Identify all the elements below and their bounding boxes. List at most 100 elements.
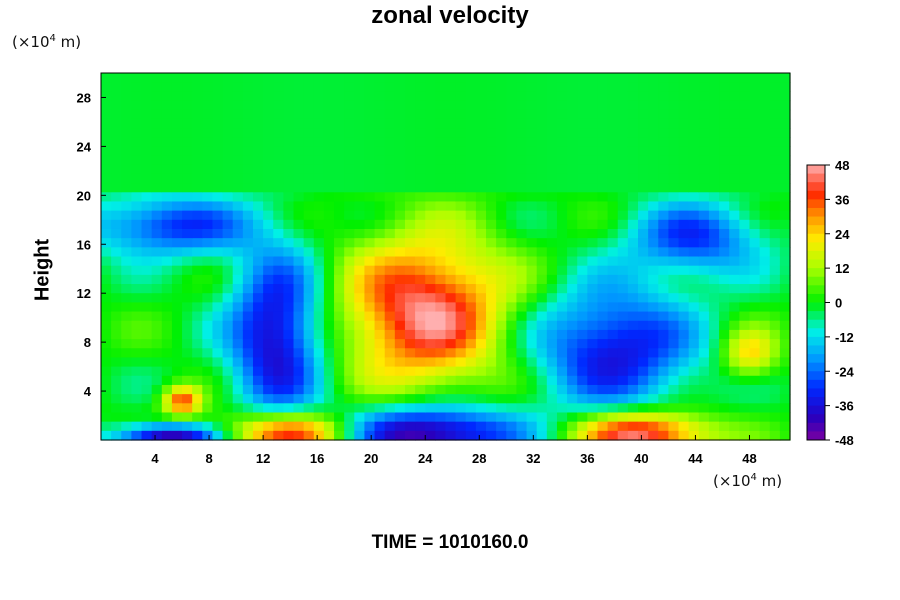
heatmap-cell [334,73,345,83]
heatmap-cell [475,210,487,221]
heatmap-cell [101,118,112,129]
heatmap-cell [678,210,690,221]
heatmap-cell [242,100,254,111]
heatmap-cell [273,210,284,221]
heatmap-cell [556,421,568,432]
heatmap-cell [273,192,284,203]
heatmap-cell [587,348,599,359]
heatmap-cell [232,311,244,322]
heatmap-cell [313,109,325,120]
heatmap-cell [769,201,781,212]
heatmap-cell [648,137,659,148]
heatmap-cell [587,183,599,193]
heatmap-cell [151,73,163,83]
heatmap-cell [496,109,507,120]
heatmap-cell [141,183,153,193]
heatmap-cell [182,384,193,395]
heatmap-cell [202,339,214,349]
heatmap-cell [252,302,264,313]
heatmap-cell [111,265,122,276]
heatmap-cell [192,82,203,92]
heatmap-cell [739,293,751,303]
heatmap-cell [516,265,528,276]
heatmap-cell [425,100,436,111]
heatmap-cell [577,146,588,157]
heatmap-cell [658,403,670,414]
heatmap-cell [425,238,436,248]
heatmap-cell [364,394,376,404]
heatmap-cell [222,311,234,322]
heatmap-cell [587,284,599,294]
heatmap-cell [587,375,599,386]
heatmap-cell [465,302,477,313]
heatmap-cell [708,430,720,441]
heatmap-cell [151,265,163,276]
heatmap-cell [202,302,214,313]
heatmap-cell [334,100,345,111]
heatmap-cell [506,247,518,258]
heatmap-cell [465,311,477,322]
heatmap-cell [465,265,477,276]
heatmap-cell [698,210,710,221]
heatmap-cell [648,274,659,285]
heatmap-cell [354,91,366,102]
heatmap-cell [323,73,335,83]
heatmap-cell [556,128,568,138]
heatmap-cell [111,210,122,221]
heatmap-cell [232,128,244,138]
heatmap-cell [496,412,507,423]
heatmap-cell [678,274,690,285]
heatmap-cell [121,293,132,303]
colorbar-band [807,422,825,432]
heatmap-cell [151,284,163,294]
heatmap-cell [648,293,659,303]
heatmap-cell [749,311,761,322]
heatmap-cell [587,73,599,83]
heatmap-cell [242,146,254,157]
heatmap-cell [323,238,335,248]
heatmap-cell [425,311,436,322]
heatmap-cell [263,384,274,395]
heatmap-cell [526,219,538,230]
heatmap-cell [323,228,335,239]
heatmap-cell [617,192,629,203]
heatmap-cell [171,339,183,349]
heatmap-cell [729,302,740,313]
heatmap-cell [141,219,153,230]
heatmap-cell [779,201,791,212]
heatmap-cell [678,394,690,404]
heatmap-cell [719,109,730,120]
heatmap-cell [779,357,791,368]
heatmap-cell [627,247,639,258]
heatmap-cell [658,109,670,120]
heatmap-cell [101,146,112,157]
heatmap-cell [212,128,224,138]
heatmap-cell [638,329,649,340]
heatmap-cell [688,210,700,221]
heatmap-cell [121,228,132,239]
heatmap-cell [354,146,366,157]
heatmap-cell [171,228,183,239]
heatmap-cell [587,128,599,138]
heatmap-cell [323,375,335,386]
heatmap-cell [313,430,325,441]
heatmap-cell [739,320,751,331]
heatmap-cell [587,164,599,175]
heatmap-cell [597,412,609,423]
heatmap-cell [273,430,284,441]
heatmap-cell [121,82,132,92]
heatmap-cell [354,394,366,404]
x-tick-label: 36 [580,451,594,466]
heatmap-cell [546,394,558,404]
heatmap-cell [496,73,507,83]
heatmap-cell [111,100,122,111]
heatmap-cell [577,366,588,377]
heatmap-cell [404,430,416,441]
heatmap-cell [242,109,254,120]
heatmap-cell [111,302,122,313]
heatmap-cell [648,228,659,239]
heatmap-cell [394,311,406,322]
heatmap-cell [455,118,467,129]
heatmap-cell [354,238,366,248]
heatmap-cell [556,118,568,129]
